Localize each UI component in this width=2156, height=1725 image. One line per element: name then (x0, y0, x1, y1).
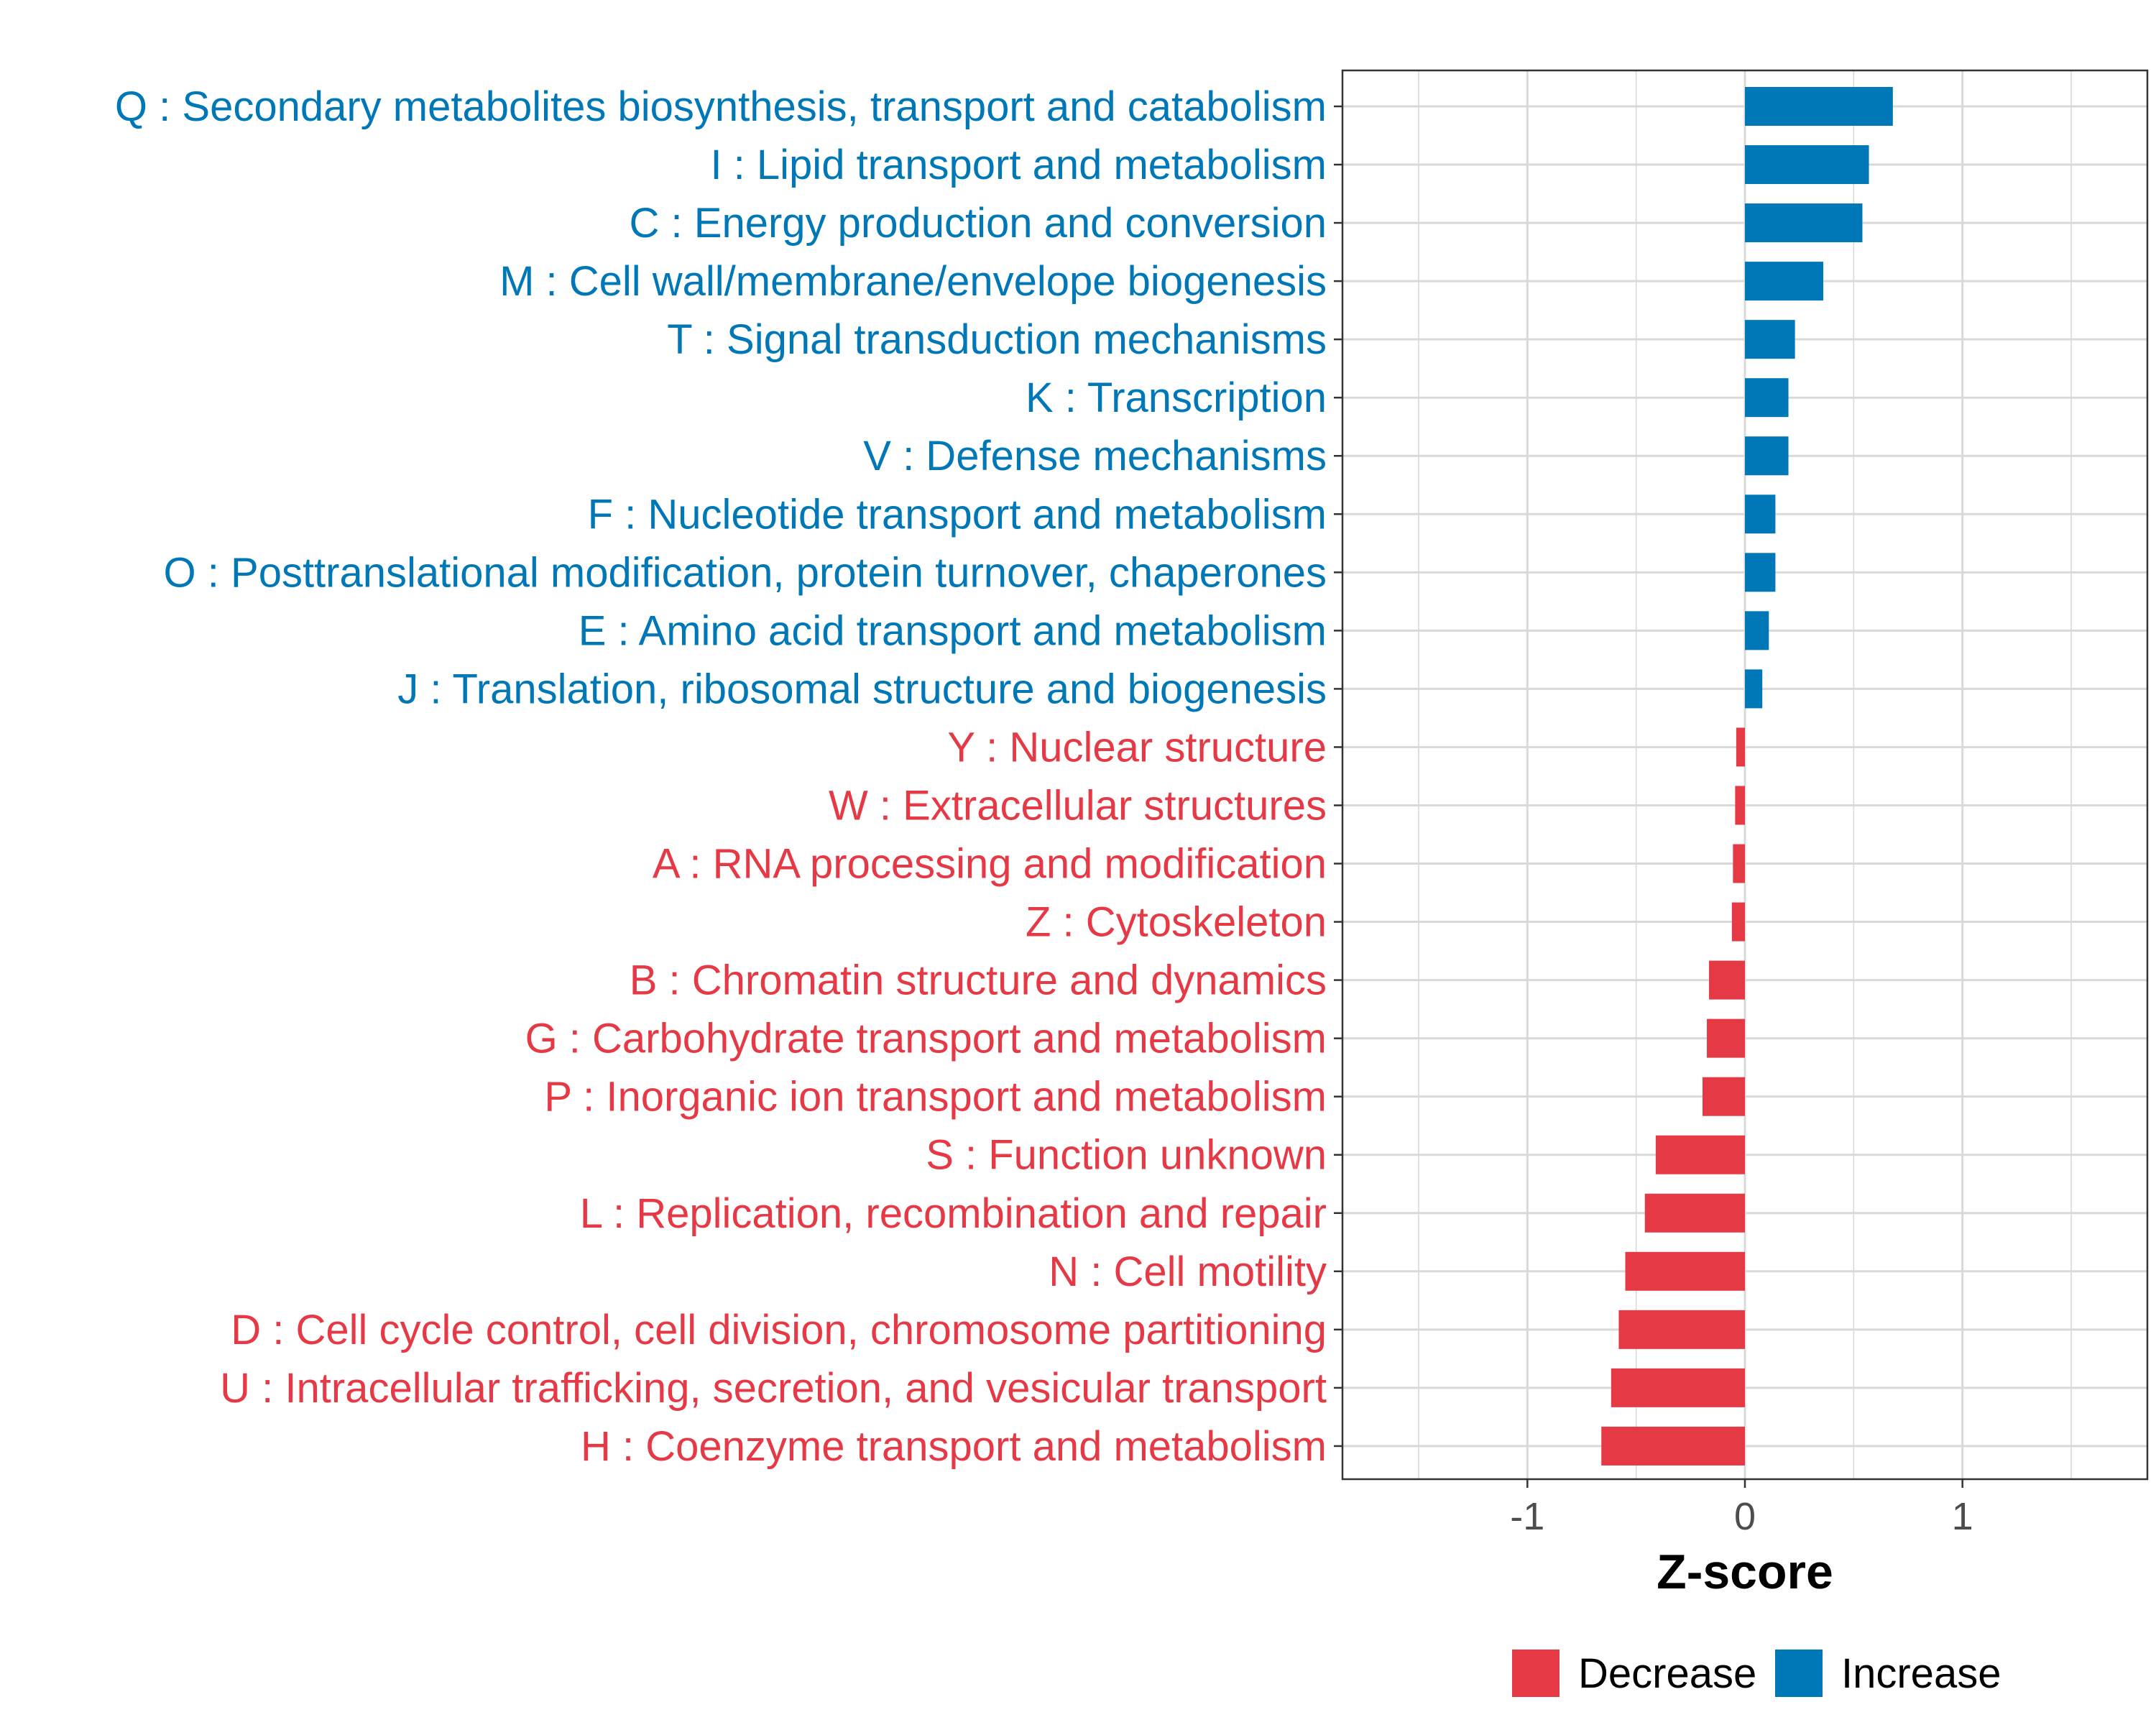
bar-O (1745, 553, 1776, 592)
y-tick-label: Z : Cytoskeleton (1026, 899, 1327, 946)
y-tick-label: J : Translation, ribosomal structure and… (397, 666, 1327, 712)
bar-C (1745, 203, 1863, 243)
bar-V (1745, 436, 1789, 476)
bar-I (1745, 145, 1869, 185)
bar-T (1745, 320, 1795, 359)
bar-F (1745, 494, 1776, 534)
legend-key-decrease (1512, 1650, 1560, 1697)
y-tick-label: L : Replication, recombination and repai… (580, 1190, 1327, 1237)
x-tick-label: -1 (1510, 1495, 1544, 1538)
y-tick-label: K : Transcription (1026, 374, 1327, 421)
bar-W (1735, 786, 1745, 825)
legend-key-increase (1775, 1650, 1823, 1697)
bar-E (1745, 611, 1769, 650)
legend-label-decrease: Decrease (1578, 1650, 1756, 1697)
y-tick-label: U : Intracellular trafficking, secretion… (220, 1365, 1327, 1412)
y-tick-label: T : Signal transduction mechanisms (667, 316, 1327, 363)
y-axis: Q : Secondary metabolites biosynthesis, … (115, 83, 1342, 1470)
y-tick-label: H : Coenzyme transport and metabolism (581, 1423, 1327, 1470)
bar-A (1733, 844, 1745, 883)
y-tick-label: M : Cell wall/membrane/envelope biogenes… (499, 258, 1327, 305)
y-tick-label: C : Energy production and conversion (630, 200, 1327, 247)
y-tick-label: B : Chromatin structure and dynamics (630, 957, 1327, 1004)
bar-H (1601, 1426, 1745, 1466)
x-axis: -1 0 1 (1510, 1479, 1973, 1538)
y-tick-label: Y : Nuclear structure (947, 724, 1327, 770)
legend: Decrease Increase (1512, 1650, 2001, 1697)
bar-K (1745, 378, 1789, 418)
y-tick-label: Q : Secondary metabolites biosynthesis, … (115, 83, 1327, 130)
bar-G (1707, 1018, 1745, 1058)
legend-label-increase: Increase (1841, 1650, 2001, 1697)
y-tick-label: E : Amino acid transport and metabolism (579, 607, 1327, 654)
bar-L (1644, 1193, 1745, 1233)
y-tick-label: W : Extracellular structures (829, 782, 1327, 829)
x-tick-label: 0 (1734, 1495, 1756, 1538)
bar-B (1709, 960, 1745, 1000)
bar-U (1611, 1368, 1745, 1407)
bar-J (1745, 669, 1763, 709)
bar-Y (1736, 727, 1745, 767)
x-tick-label: 1 (1952, 1495, 1973, 1538)
bar-D (1618, 1310, 1745, 1349)
bar-M (1745, 262, 1823, 301)
bar-P (1702, 1077, 1745, 1116)
y-tick-label: O : Posttranslational modification, prot… (164, 549, 1327, 596)
y-tick-label: P : Inorganic ion transport and metaboli… (544, 1074, 1327, 1121)
bar-Q (1745, 87, 1893, 126)
y-tick-label: N : Cell motility (1049, 1248, 1327, 1295)
y-tick-label: S : Function unknown (926, 1132, 1327, 1179)
y-tick-label: F : Nucleotide transport and metabolism (588, 491, 1327, 538)
y-tick-label: G : Carbohydrate transport and metabolis… (525, 1016, 1327, 1062)
bar-S (1655, 1135, 1745, 1174)
bar-N (1625, 1251, 1745, 1291)
y-tick-label: V : Defense mechanisms (863, 433, 1327, 479)
y-tick-label: D : Cell cycle control, cell division, c… (231, 1307, 1327, 1353)
bar-Z (1731, 902, 1745, 942)
bar-layer (1601, 87, 1893, 1466)
y-tick-label: A : RNA processing and modification (653, 841, 1327, 888)
x-axis-title: Z-score (1657, 1545, 1833, 1599)
y-tick-label: I : Lipid transport and metabolism (710, 142, 1327, 188)
